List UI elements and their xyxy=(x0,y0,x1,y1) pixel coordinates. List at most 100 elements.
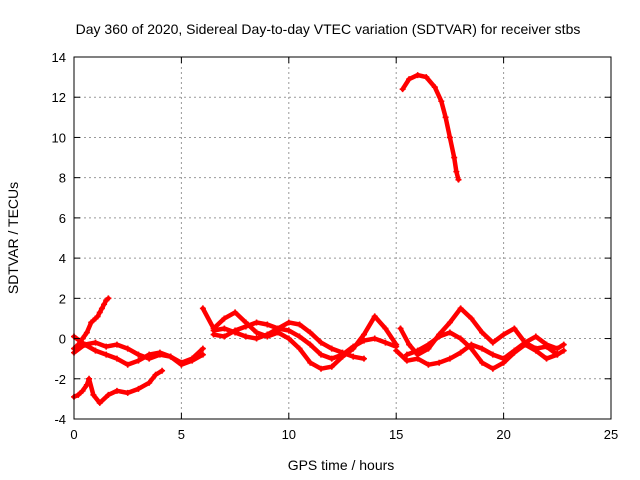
y-tick-label: 14 xyxy=(52,50,66,65)
data-point xyxy=(275,325,282,332)
data-point xyxy=(468,315,475,322)
data-point xyxy=(457,305,464,312)
data-point xyxy=(339,349,346,356)
data-point xyxy=(101,301,108,308)
data-point xyxy=(425,341,432,348)
data-point xyxy=(156,351,163,358)
data-point xyxy=(307,329,314,336)
data-point xyxy=(436,359,443,366)
data-point xyxy=(75,391,82,398)
data-point xyxy=(414,72,421,79)
data-point xyxy=(479,359,486,366)
plot-frame xyxy=(73,56,612,420)
x-axis-label: GPS time / hours xyxy=(288,457,395,473)
data-point xyxy=(436,333,443,340)
data-point xyxy=(453,168,460,175)
data-point xyxy=(159,367,166,374)
data-point xyxy=(489,339,496,346)
data-point xyxy=(479,329,486,336)
data-point xyxy=(264,331,271,338)
data-point xyxy=(511,325,518,332)
data-point xyxy=(88,319,95,326)
data-point xyxy=(210,327,217,334)
series-track-1 xyxy=(71,295,112,352)
data-point xyxy=(543,341,550,348)
series-trace xyxy=(400,72,461,182)
data-point xyxy=(285,335,292,342)
data-point xyxy=(253,319,260,326)
data-point xyxy=(397,325,404,332)
data-point xyxy=(328,363,335,370)
chart-title: Day 360 of 2020, Sidereal Day-to-day VTE… xyxy=(76,21,581,37)
data-point xyxy=(199,345,206,352)
series-track-10 xyxy=(403,329,561,372)
data-point xyxy=(221,315,228,322)
data-point xyxy=(113,341,120,348)
data-point xyxy=(393,347,400,354)
data-points xyxy=(71,72,567,406)
data-point xyxy=(318,351,325,358)
data-point xyxy=(221,333,228,340)
data-point xyxy=(94,313,101,320)
x-tick-label: 5 xyxy=(178,427,185,442)
data-point xyxy=(350,343,357,350)
data-point xyxy=(221,325,228,332)
data-point xyxy=(199,305,206,312)
data-point xyxy=(489,365,496,372)
data-point xyxy=(81,341,88,348)
y-tick-label: -4 xyxy=(54,412,66,427)
data-point xyxy=(135,357,142,364)
data-point xyxy=(455,176,462,183)
data-point xyxy=(511,349,518,356)
data-point xyxy=(318,339,325,346)
data-point xyxy=(479,345,486,352)
y-tick-label: 12 xyxy=(52,90,66,105)
data-point xyxy=(554,345,561,352)
data-point xyxy=(414,355,421,362)
data-point xyxy=(350,353,357,360)
data-point xyxy=(489,351,496,358)
y-axis-ticks: -4 -2 0 2 4 6 8 10 12 14 xyxy=(52,50,611,427)
data-point xyxy=(360,337,367,344)
series-track-2 xyxy=(71,367,166,406)
data-point xyxy=(232,309,239,316)
data-point xyxy=(103,343,110,350)
data-point xyxy=(178,361,185,368)
data-point xyxy=(406,341,413,348)
grid-lines xyxy=(74,57,611,419)
data-point xyxy=(296,333,303,340)
data-point xyxy=(92,347,99,354)
data-point xyxy=(146,379,153,386)
data-point xyxy=(414,347,421,354)
data-point xyxy=(98,305,105,312)
data-point xyxy=(371,313,378,320)
data-point xyxy=(543,355,550,362)
y-tick-label: 4 xyxy=(59,251,66,266)
data-point xyxy=(253,329,260,336)
data-point xyxy=(152,371,159,378)
data-point xyxy=(554,351,561,358)
data-point xyxy=(199,351,206,358)
data-point xyxy=(446,319,453,326)
y-tick-label: 2 xyxy=(59,291,66,306)
data-point xyxy=(296,345,303,352)
data-point xyxy=(105,295,112,302)
data-point xyxy=(105,391,112,398)
y-tick-label: 0 xyxy=(59,332,66,347)
data-point xyxy=(406,76,413,83)
data-point xyxy=(285,319,292,326)
data-point xyxy=(113,355,120,362)
data-point xyxy=(124,345,131,352)
data-point xyxy=(86,375,93,382)
x-tick-label: 25 xyxy=(604,427,618,442)
data-point xyxy=(92,339,99,346)
x-tick-label: 20 xyxy=(496,427,510,442)
data-point xyxy=(167,353,174,360)
series-track-7 xyxy=(210,319,367,362)
data-point xyxy=(423,74,430,81)
data-point xyxy=(264,321,271,328)
data-point xyxy=(90,391,97,398)
data-point xyxy=(442,114,449,121)
data-point xyxy=(403,357,410,364)
data-point xyxy=(425,361,432,368)
